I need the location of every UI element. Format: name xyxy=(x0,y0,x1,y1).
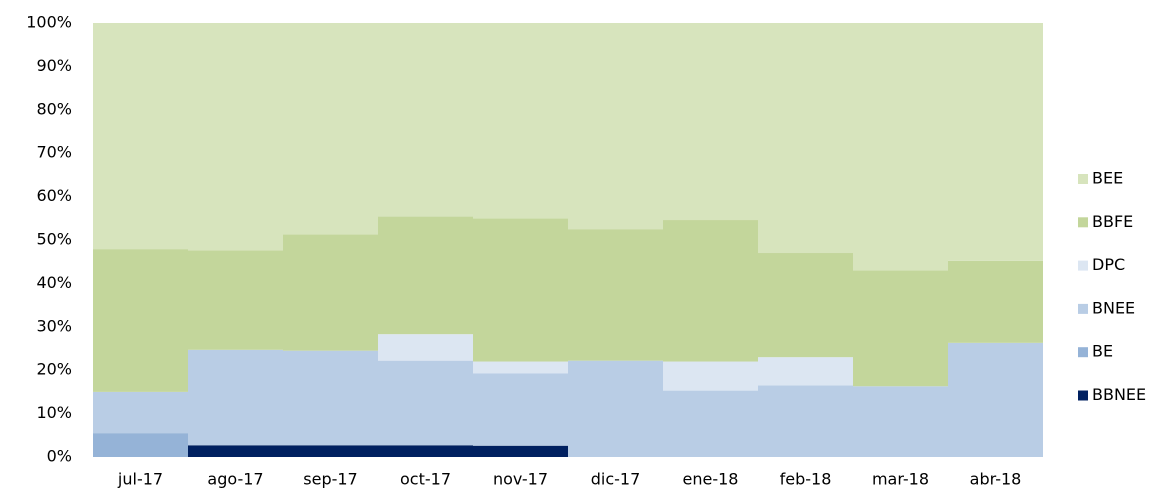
legend-label: BNEE xyxy=(1092,298,1135,317)
bar-segment xyxy=(378,216,473,335)
bar-segment xyxy=(853,386,948,457)
bar-segment xyxy=(663,220,758,362)
bar-segment xyxy=(93,433,188,457)
bar-segment xyxy=(758,23,853,254)
y-tick-label: 70% xyxy=(36,143,72,162)
x-tick-label: sep-17 xyxy=(303,470,357,489)
bar-segment xyxy=(378,360,473,446)
legend-label: DPC xyxy=(1092,255,1125,274)
x-tick-label: nov-17 xyxy=(493,470,548,489)
bar-segment xyxy=(568,360,663,457)
bar-segment xyxy=(283,234,378,351)
x-tick-label: feb-18 xyxy=(780,470,832,489)
y-tick-label: 90% xyxy=(36,56,72,75)
bar-segment xyxy=(283,445,378,457)
bar-segment xyxy=(283,350,378,446)
x-tick-label: jul-17 xyxy=(117,470,163,489)
bar-segment xyxy=(948,23,1043,261)
y-tick-label: 40% xyxy=(36,273,72,292)
bar-segment xyxy=(853,270,948,387)
bar-segment xyxy=(663,23,758,221)
bar-segment xyxy=(378,445,473,457)
bar-segment xyxy=(188,445,283,457)
bar-segment xyxy=(188,250,283,350)
bar-segment xyxy=(948,260,1043,343)
bar-segment xyxy=(188,23,283,251)
bar-segment xyxy=(473,361,568,374)
legend-swatch xyxy=(1078,217,1088,228)
bar-segment xyxy=(948,342,1043,457)
y-tick-label: 60% xyxy=(36,186,72,205)
bar-segment xyxy=(663,361,758,391)
y-tick-label: 100% xyxy=(26,13,72,32)
x-tick-label: mar-18 xyxy=(872,470,929,489)
bar-segment xyxy=(283,23,378,235)
x-tick-label: dic-17 xyxy=(591,470,641,489)
bar-segment xyxy=(473,445,568,457)
x-tick-label: abr-18 xyxy=(970,470,1022,489)
bar-segment xyxy=(93,391,188,434)
x-tick-label: ago-17 xyxy=(207,470,263,489)
legend-swatch xyxy=(1078,174,1088,184)
y-tick-label: 10% xyxy=(36,403,72,422)
bar-segment xyxy=(568,23,663,230)
bar-segment xyxy=(568,229,663,361)
legend-swatch xyxy=(1078,260,1088,271)
bar-segment xyxy=(378,23,473,217)
bar-segment xyxy=(758,385,853,457)
y-tick-label: 20% xyxy=(36,360,72,379)
y-tick-label: 0% xyxy=(47,447,72,466)
bar-segment xyxy=(473,23,568,219)
bar-segment xyxy=(188,349,283,446)
y-tick-label: 30% xyxy=(36,316,72,335)
legend-swatch xyxy=(1078,303,1088,314)
bar-segment xyxy=(758,253,853,358)
bar-segment xyxy=(758,357,853,386)
bar-segment xyxy=(663,390,758,457)
x-tick-label: ene-18 xyxy=(683,470,739,489)
legend-label: BEE xyxy=(1092,169,1123,188)
legend-label: BBFE xyxy=(1092,212,1133,231)
y-tick-label: 80% xyxy=(36,99,72,118)
bar-segment xyxy=(473,373,568,446)
legend-swatch xyxy=(1078,390,1088,401)
bar-segment xyxy=(853,23,948,271)
bar-segment xyxy=(93,23,188,250)
y-tick-label: 50% xyxy=(36,230,72,249)
bar-segment xyxy=(378,334,473,361)
bar-segment xyxy=(473,218,568,362)
legend-label: BE xyxy=(1092,342,1113,361)
legend-label: BBNEE xyxy=(1092,385,1146,404)
legend-swatch xyxy=(1078,347,1088,358)
bar-segment xyxy=(93,249,188,392)
x-tick-label: oct-17 xyxy=(400,470,451,489)
